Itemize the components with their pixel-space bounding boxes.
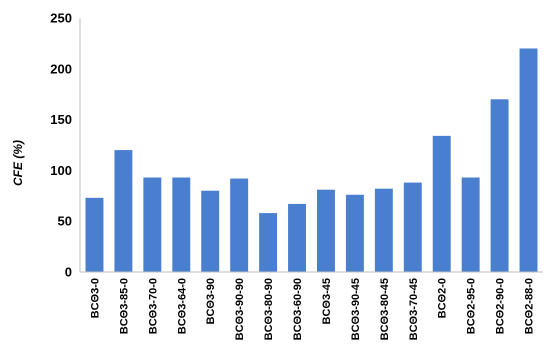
x-tick-label: BCΘ3-64-0 [176, 278, 188, 334]
x-tick-label: BCΘ3-80-45 [379, 278, 391, 340]
bar-BCΘ3-64-0 [172, 177, 191, 272]
bar-BCΘ3-60-90 [288, 203, 306, 272]
x-tick-label: BCΘ3-80-90 [263, 278, 275, 340]
y-tick-label: 50 [58, 214, 72, 229]
bar-BCΘ3-80-90 [259, 213, 278, 272]
x-tick-label: BCΘ3-0 [89, 278, 101, 318]
bar-BCΘ2-95-0 [461, 177, 480, 272]
y-tick-label: 100 [50, 163, 72, 178]
x-tick-label: BCΘ3-85-0 [118, 278, 130, 334]
bar-BCΘ3-0 [85, 197, 104, 272]
bar-BCΘ3-70-45 [403, 182, 422, 272]
y-tick-label: 250 [50, 11, 72, 26]
x-tick-label: BCΘ2-90-0 [495, 278, 507, 334]
x-tick-label: BCΘ3-60-90 [292, 278, 304, 340]
bar-BCΘ3-90-90 [230, 178, 249, 272]
x-tick-label: BCΘ2-95-0 [466, 278, 478, 334]
y-tick-label: 0 [65, 265, 72, 280]
x-tick-label: BCΘ2-88-0 [524, 278, 536, 334]
bar-BCΘ2-90-0 [490, 99, 509, 272]
bars-layer [85, 48, 538, 273]
y-axis-label: CFE (%) [11, 140, 25, 186]
bar-BCΘ2-0 [432, 135, 451, 272]
x-tick-label: BCΘ3-45 [321, 278, 333, 324]
x-tick-label: BCΘ3-70-45 [408, 278, 420, 340]
x-tick-labels: BCΘ3-0 BCΘ3-85-0 BCΘ3-70-0 BCΘ3-64-0 BCΘ3-90… [89, 278, 535, 340]
y-tick-label: 200 [50, 61, 72, 76]
axes-layer [79, 18, 543, 273]
x-tick-label: BCΘ3-90 [205, 278, 217, 324]
y-tick-label: 150 [50, 112, 72, 127]
bar-BCΘ3-90-45 [345, 194, 364, 272]
bar-BCΘ2-88-0 [519, 48, 538, 273]
y-tick-labels: 0 50 100 150 200 250 [50, 11, 72, 280]
bar-BCΘ3-45 [317, 189, 335, 272]
x-tick-label: BCΘ3-90-45 [350, 278, 362, 340]
bar-BCΘ3-90 [201, 190, 220, 272]
x-tick-label: BCΘ2-0 [437, 278, 449, 318]
x-tick-label: BCΘ3-70-0 [147, 278, 159, 334]
bar-BCΘ3-80-45 [374, 188, 393, 272]
x-tick-label: BCΘ3-90-90 [234, 278, 246, 340]
bar-BCΘ3-70-0 [143, 177, 162, 272]
bar-BCΘ3-85-0 [114, 150, 133, 272]
